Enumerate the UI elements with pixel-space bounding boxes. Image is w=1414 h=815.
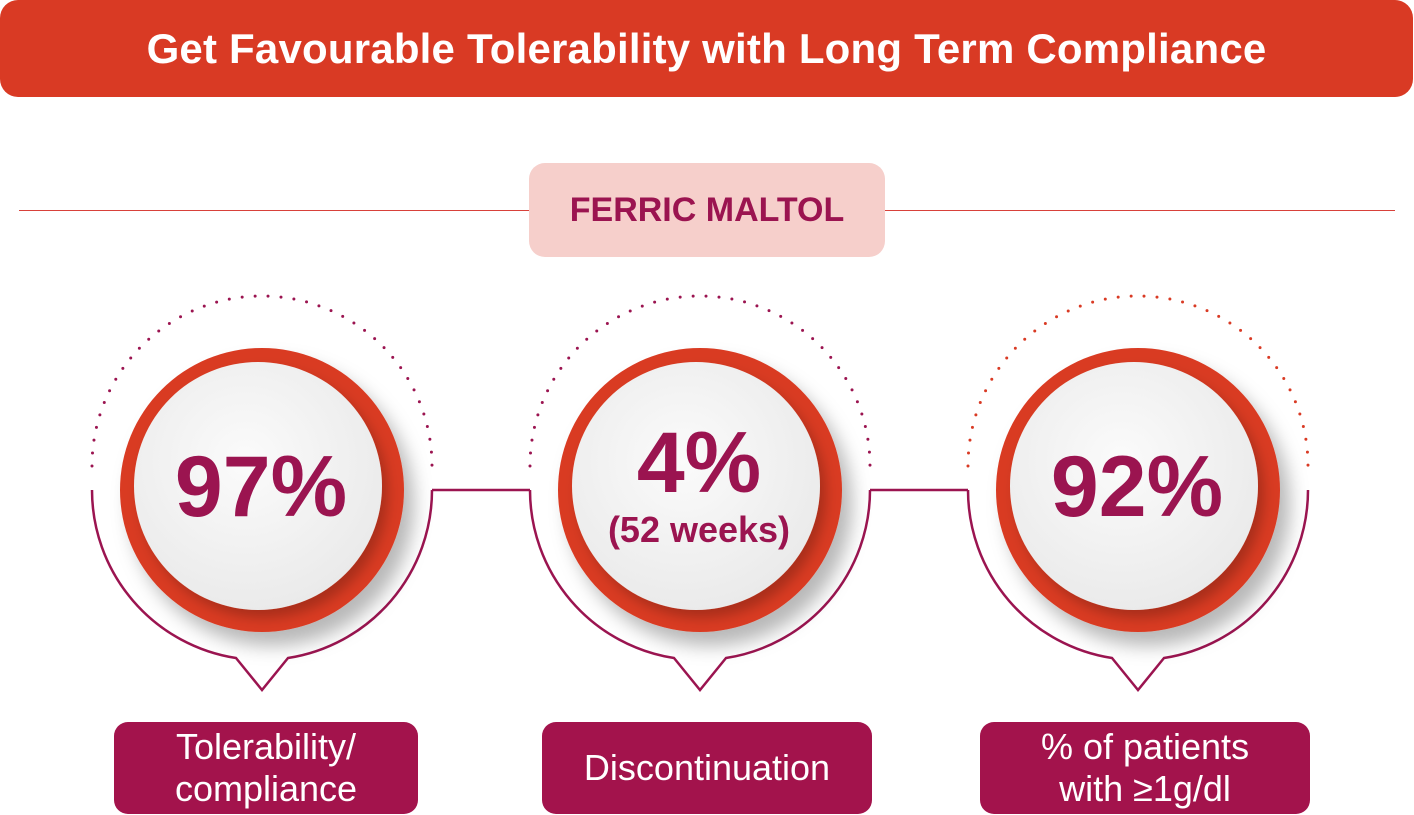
stat-value: 97% [174,439,348,535]
speech-outline [966,489,1310,692]
stat-face [1010,362,1258,610]
stat-note: (52 weeks) [607,509,791,550]
label-box-tolerability: Tolerability/ compliance [114,722,418,814]
product-name: FERRIC MALTOL [569,190,845,229]
stat-value-tolerability: 97% [141,444,381,530]
stat-value-discontinuation: 4% (52 weeks) [579,420,819,548]
label-box-responders: % of patients with ≥1g/dl [980,722,1310,814]
product-pill: FERRIC MALTOL [529,163,885,257]
stat-face [572,362,820,610]
stat-value-responders: 92% [1017,444,1257,530]
stat-value: 4% [636,415,762,511]
stat-value: 92% [1050,439,1224,535]
label-box-discontinuation: Discontinuation [542,722,872,814]
header-title: Get Favourable Tolerability with Long Te… [146,24,1267,72]
stat-face [134,362,382,610]
stat-label: Discontinuation [583,747,831,789]
header-banner: Get Favourable Tolerability with Long Te… [0,0,1413,97]
stat-label: % of patients with ≥1g/dl [1040,726,1250,809]
speech-outline [528,489,872,692]
stat-label: Tolerability/ compliance [174,726,358,809]
speech-outline [90,489,434,692]
